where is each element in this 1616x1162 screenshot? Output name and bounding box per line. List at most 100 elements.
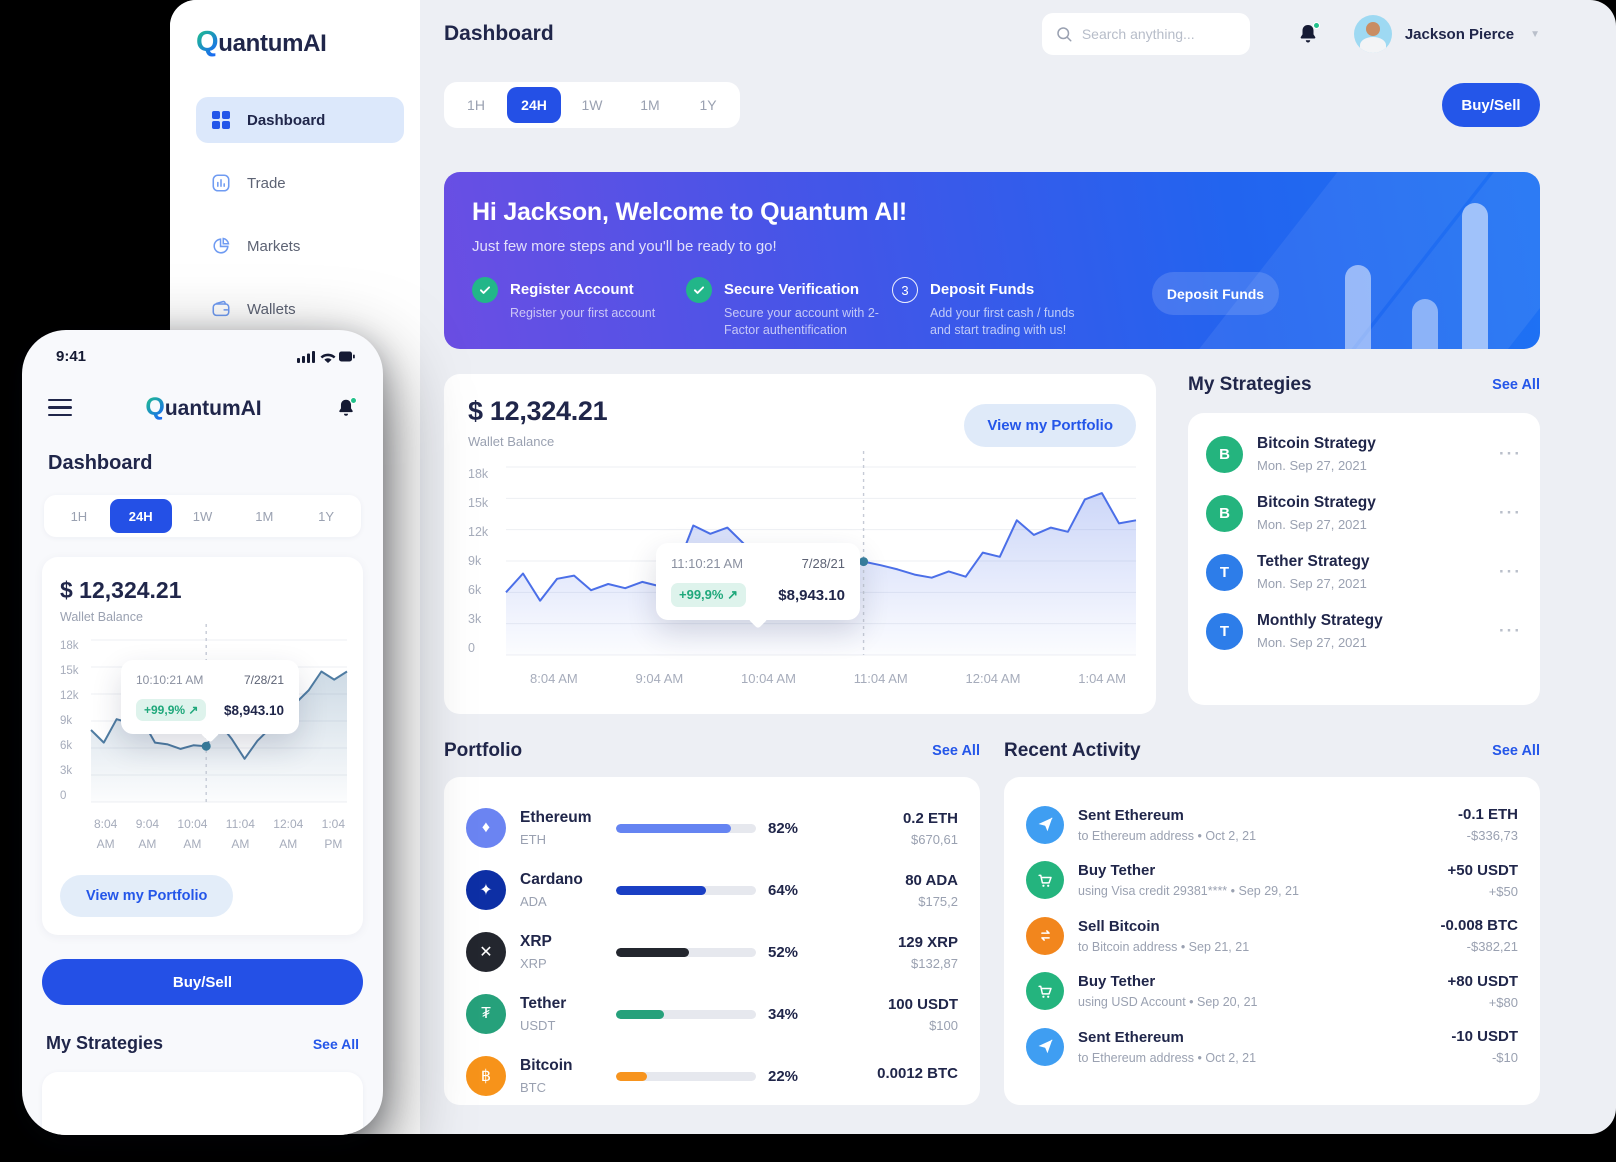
step-title: Register Account <box>510 281 634 298</box>
phone-time-range-tab-1w[interactable]: 1W <box>192 508 213 524</box>
strategy-name: Monthly Strategy <box>1257 612 1383 629</box>
wallet-chart[interactable]: 11:10:21 AM 7/28/21 +99,9% ↗ $8,943.10 <box>505 451 1137 656</box>
strategy-list-item[interactable]: B Bitcoin Strategy Mon. Sep 27, 2021 ··· <box>1206 494 1522 532</box>
asset-value: $670,61 <box>911 831 958 847</box>
portfolio-row[interactable]: ✕ XRP XRP 52% 129 XRP $132,87 <box>466 921 958 983</box>
menu-hamburger-icon[interactable] <box>48 398 72 417</box>
strategies-title: My Strategies <box>1188 374 1312 395</box>
time-range-tab-1h[interactable]: 1H <box>467 97 485 113</box>
phone-page-title: Dashboard <box>48 452 153 474</box>
phone-time-range-tab-24h[interactable]: 24H <box>109 499 172 533</box>
activity-title: Sell Bitcoin <box>1078 917 1160 935</box>
send-plane-icon <box>1026 1027 1064 1066</box>
phone-time-range-tab-1h[interactable]: 1H <box>70 508 88 524</box>
allocation-bar-track <box>616 947 756 957</box>
activity-title: Sent Ethereum <box>1078 806 1184 824</box>
activity-amount: -10 USDT <box>1451 1028 1518 1046</box>
sidebar-item-markets[interactable]: Markets <box>196 223 404 269</box>
search-input[interactable] <box>1081 26 1237 42</box>
axis-tick-label: 15k <box>468 496 489 510</box>
swap-icon <box>1026 916 1064 955</box>
phone-chart-x-axis: 8:04 AM 9:04 AM 10:04 AM 11:04 AM 12:04 AM 1:04 PM <box>94 814 345 855</box>
chart-x-axis: 8:04 AM 9:04 AM 10:04 AM 11:04 AM 12:04 AM 1:… <box>530 671 1126 686</box>
asset-names: Tether USDT <box>520 995 616 1033</box>
step-title: Secure Verification <box>724 281 860 298</box>
notifications-bell-icon[interactable] <box>1296 22 1320 46</box>
axis-tick-label: 9k <box>468 554 482 568</box>
allocation-bar: 64% <box>616 882 806 899</box>
activity-row[interactable]: Sent Ethereum to Ethereum address • Oct 2… <box>1026 1019 1518 1075</box>
portfolio-row[interactable]: ✦ Cardano ADA 64% 80 ADA $175,2 <box>466 859 958 921</box>
portfolio-row[interactable]: ♦ Ethereum ETH 82% 0.2 ETH $670,61 <box>466 797 958 859</box>
phone-wallet-card: $ 12,324.21 Wallet Balance 18k 15k 12k 9k 6k… <box>42 557 363 935</box>
axis-tick-label: 9:04 AM <box>135 817 160 852</box>
portfolio-see-all-link[interactable]: See All <box>932 743 980 759</box>
activity-value: -$336,73 <box>1466 828 1518 844</box>
battery-icon <box>339 351 355 362</box>
activity-amount: +80 USDT <box>1447 972 1518 990</box>
allocation-percent: 82% <box>768 819 799 837</box>
dashboard-grid-icon <box>210 109 232 131</box>
axis-tick-label: 10:04 AM <box>177 817 208 852</box>
allocation-percent: 52% <box>768 943 799 961</box>
activity-section: Recent Activity See All Sent Ethereum to … <box>1004 740 1540 1105</box>
time-range-tab-1m[interactable]: 1M <box>640 97 660 113</box>
activity-amounts: -0.008 BTC -$382,21 <box>1440 917 1518 954</box>
axis-tick-label: 8:04 AM <box>530 671 578 686</box>
buy-sell-button[interactable]: Buy/Sell <box>1442 83 1540 127</box>
more-options-icon[interactable]: ··· <box>1499 503 1522 522</box>
phone-buy-sell-button[interactable]: Buy/Sell <box>42 959 363 1005</box>
more-options-icon[interactable]: ··· <box>1499 444 1522 463</box>
portfolio-row[interactable]: ₮ Tether USDT 34% 100 USDT $100 <box>466 983 958 1045</box>
activity-amounts: +50 USDT +$50 <box>1448 862 1518 899</box>
step-check-icon <box>686 277 712 303</box>
portfolio-row[interactable]: ฿ Bitcoin BTC 22% 0.0012 BTC <box>466 1045 958 1105</box>
portfolio-card: ♦ Ethereum ETH 82% 0.2 ETH $670,61 ✦ Cardano ADA… <box>444 777 980 1105</box>
activity-amount: +50 USDT <box>1447 861 1518 879</box>
phone-time-range-tab-1y[interactable]: 1Y <box>318 508 335 524</box>
activity-see-all-link[interactable]: See All <box>1492 743 1540 759</box>
axis-tick-label: 3k <box>468 612 482 626</box>
more-options-icon[interactable]: ··· <box>1499 621 1522 640</box>
phone-view-portfolio-button[interactable]: View my Portfolio <box>60 874 234 917</box>
sidebar-item-wallets[interactable]: Wallets <box>196 286 404 332</box>
chevron-down-icon[interactable]: ▼ <box>1530 28 1540 40</box>
wallet-balance-card: $ 12,324.21 Wallet Balance View my Portf… <box>444 374 1156 714</box>
phone-time-range-tab-1m[interactable]: 1M <box>255 508 274 524</box>
sidebar-item-dashboard[interactable]: Dashboard <box>196 97 404 143</box>
user-avatar[interactable] <box>1353 15 1392 53</box>
activity-title: Recent Activity <box>1004 740 1141 761</box>
deposit-funds-button[interactable]: Deposit Funds <box>1152 272 1279 315</box>
time-range-tabs: 1H 24H 1W 1M 1Y <box>444 82 740 128</box>
phone-wallet-chart[interactable]: 10:10:21 AM 7/28/21 +99,9% ↗ $8,943.10 <box>90 624 348 803</box>
phone-bell-icon[interactable] <box>335 396 357 419</box>
activity-row[interactable]: Sent Ethereum to Ethereum address • Oct 2… <box>1026 797 1518 853</box>
phone-strategies-see-all-link[interactable]: See All <box>312 1035 359 1052</box>
search-box[interactable] <box>1041 13 1250 55</box>
strategy-list-item[interactable]: T Tether Strategy Mon. Sep 27, 2021 ··· <box>1206 553 1522 591</box>
more-options-icon[interactable]: ··· <box>1499 562 1522 581</box>
axis-tick-label: 12:04 AM <box>273 817 304 852</box>
axis-tick-label: 3k <box>60 765 73 777</box>
axis-tick-label: 0 <box>468 641 475 655</box>
view-portfolio-button[interactable]: View my Portfolio <box>964 404 1136 447</box>
axis-tick-label: 1:04 AM <box>1078 671 1126 686</box>
activity-row[interactable]: Sell Bitcoin to Bitcoin address • Sep 21,… <box>1026 908 1518 964</box>
activity-row[interactable]: Buy Tether using USD Account • Sep 20, 21… <box>1026 964 1518 1020</box>
strategy-list-item[interactable]: B Bitcoin Strategy Mon. Sep 27, 2021 ··· <box>1206 435 1522 473</box>
asset-symbol: XRP <box>520 956 547 971</box>
activity-amount: -0.1 ETH <box>1457 806 1518 824</box>
strategies-see-all-link[interactable]: See All <box>1492 377 1540 393</box>
axis-tick-label: 11:04 AM <box>853 671 908 686</box>
time-range-tab-1w[interactable]: 1W <box>581 97 603 113</box>
strategy-list-item[interactable]: T Monthly Strategy Mon. Sep 27, 2021 ··· <box>1206 612 1522 650</box>
time-range-tab-24h[interactable]: 24H <box>507 87 561 123</box>
sidebar-item-trade[interactable]: Trade <box>196 160 404 206</box>
time-range-tab-1y[interactable]: 1Y <box>699 97 717 113</box>
activity-row[interactable]: Buy Tether using Visa credit 29381**** • … <box>1026 853 1518 909</box>
chart-y-axis: 18k 15k 12k 9k 6k 3k 0 <box>468 467 500 655</box>
asset-amount: 80 ADA <box>905 871 958 889</box>
strategy-date: Mon. Sep 27, 2021 <box>1257 635 1367 650</box>
activity-title: Buy Tether <box>1078 862 1156 880</box>
